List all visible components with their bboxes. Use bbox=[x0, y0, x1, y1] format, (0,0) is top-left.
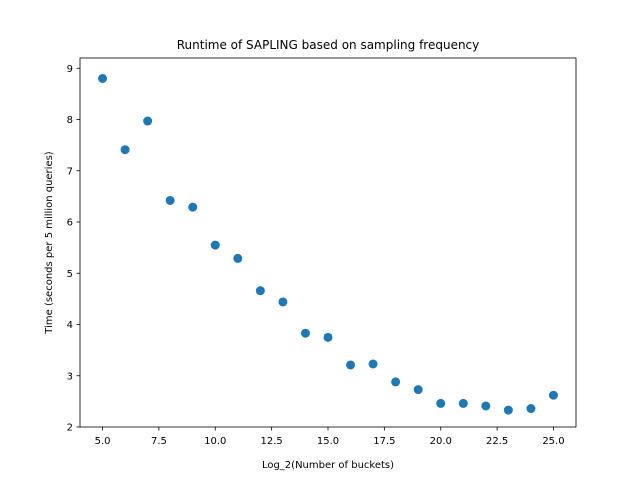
y-tick-label: 9 bbox=[67, 64, 73, 75]
data-point bbox=[323, 332, 333, 342]
data-point bbox=[278, 297, 288, 307]
x-tick-label: 10.0 bbox=[204, 436, 226, 447]
data-point bbox=[548, 390, 558, 400]
y-tick-label: 6 bbox=[67, 218, 73, 229]
x-tick-label: 7.5 bbox=[151, 436, 167, 447]
plot-area bbox=[80, 58, 576, 427]
data-point bbox=[233, 253, 243, 263]
y-tick-label: 3 bbox=[67, 371, 73, 382]
chart-title: Runtime of SAPLING based on sampling fre… bbox=[177, 38, 480, 52]
x-tick-label: 20.0 bbox=[430, 436, 452, 447]
data-point bbox=[391, 377, 401, 387]
data-point bbox=[368, 359, 378, 369]
data-point bbox=[458, 398, 468, 408]
x-tick-label: 17.5 bbox=[373, 436, 395, 447]
data-point bbox=[300, 328, 310, 338]
data-point bbox=[481, 401, 491, 411]
data-point bbox=[255, 286, 265, 296]
y-tick-label: 7 bbox=[67, 166, 73, 177]
data-point bbox=[346, 360, 356, 370]
x-tick-label: 15.0 bbox=[317, 436, 339, 447]
plot-frame bbox=[79, 57, 577, 428]
x-axis-label: Log_2(Number of buckets) bbox=[262, 460, 394, 471]
plot-background bbox=[80, 58, 576, 427]
data-point bbox=[98, 74, 108, 83]
data-point bbox=[413, 385, 423, 395]
x-tick-label: 22.5 bbox=[486, 436, 508, 447]
data-point bbox=[120, 145, 130, 155]
x-tick-label: 12.5 bbox=[261, 436, 283, 447]
y-tick-label: 4 bbox=[67, 320, 73, 331]
x-axis: 5.0 7.5 10.0 12.5 15.0 17.5 20.0 22.5 25.0 bbox=[95, 427, 565, 447]
y-axis-label: Time (seconds per 5 million queries) bbox=[44, 151, 55, 335]
data-point bbox=[188, 202, 198, 212]
data-point bbox=[526, 404, 536, 414]
data-point bbox=[503, 405, 513, 415]
x-tick-label: 5.0 bbox=[95, 436, 111, 447]
y-tick-label: 2 bbox=[67, 423, 73, 434]
y-axis: 2 3 4 5 6 7 8 9 bbox=[67, 64, 80, 434]
data-point bbox=[210, 240, 220, 250]
x-tick-label: 25.0 bbox=[542, 436, 564, 447]
y-tick-label: 5 bbox=[67, 269, 73, 280]
data-point bbox=[436, 398, 446, 408]
y-tick-label: 8 bbox=[67, 115, 73, 126]
data-point bbox=[165, 195, 175, 205]
data-points bbox=[98, 74, 558, 415]
data-point bbox=[143, 116, 153, 126]
